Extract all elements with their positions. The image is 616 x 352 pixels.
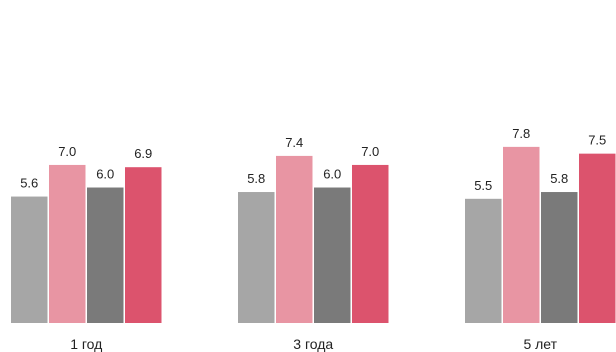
value-label-1-2: 6.0 xyxy=(323,167,341,182)
bar-1-1 xyxy=(276,155,313,323)
bar-1-3 xyxy=(352,164,389,323)
bar-0-3 xyxy=(125,167,162,323)
value-labels-layer: 5.6 7.0 6.0 6.9 5.8 7.4 6.0 7.0 5.5 7.8 5.8 7.5 xyxy=(20,126,606,193)
value-label-2-2: 5.8 xyxy=(550,171,568,186)
value-label-0-2: 6.0 xyxy=(96,167,114,182)
value-label-2-0: 5.5 xyxy=(474,178,492,193)
value-label-0-3: 6.9 xyxy=(134,146,152,161)
value-label-1-3: 7.0 xyxy=(361,144,379,159)
bar-2-2 xyxy=(541,192,578,323)
value-label-2-1: 7.8 xyxy=(512,126,530,141)
bar-2-3 xyxy=(579,153,616,323)
category-label-2: 5 лет xyxy=(523,336,557,352)
value-label-0-0: 5.6 xyxy=(20,176,38,191)
value-label-1-1: 7.4 xyxy=(285,135,303,150)
value-label-1-0: 5.8 xyxy=(247,171,265,186)
category-labels-layer: 1 год 3 года 5 лет xyxy=(70,336,557,352)
category-label-0: 1 год xyxy=(70,336,102,352)
bar-2-0 xyxy=(465,198,502,323)
value-label-2-3: 7.5 xyxy=(588,133,606,148)
value-label-0-1: 7.0 xyxy=(58,144,76,159)
bar-1-0 xyxy=(238,192,275,323)
bar-1-2 xyxy=(314,187,351,323)
category-label-1: 3 года xyxy=(293,336,333,352)
bar-2-1 xyxy=(503,146,540,323)
bars-layer xyxy=(11,146,616,323)
bar-0-1 xyxy=(49,164,86,323)
bar-0-2 xyxy=(87,187,124,323)
bar-0-0 xyxy=(11,196,48,323)
